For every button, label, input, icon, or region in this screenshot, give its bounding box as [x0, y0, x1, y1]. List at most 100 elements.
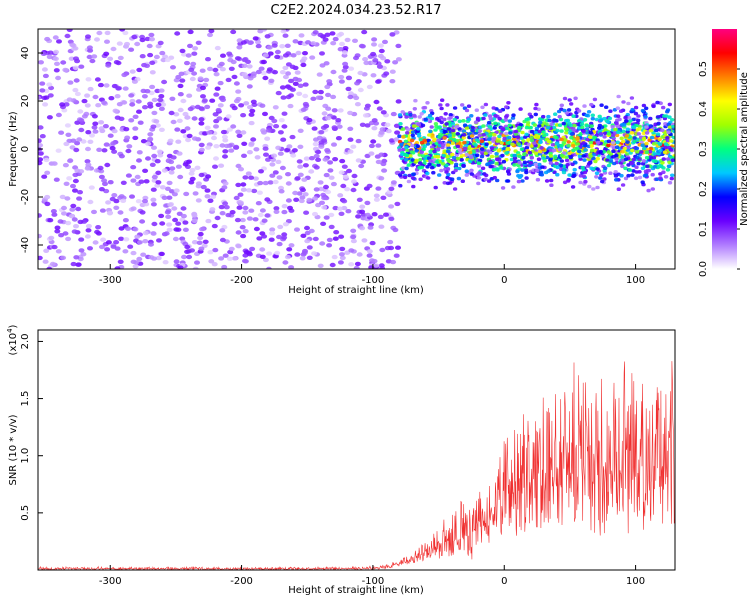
spectrogram-cell [442, 117, 447, 122]
spectrogram-cell [644, 125, 649, 129]
spectrogram-cell [403, 139, 409, 144]
spectrogram-cell [504, 151, 509, 155]
spectrogram-cell [418, 137, 423, 142]
spectrogram-cell [492, 133, 497, 137]
spectrogram-cell [538, 117, 543, 122]
spectrogram-cell [562, 96, 568, 101]
spectrogram-cell [605, 119, 610, 124]
spectrogram-cell [149, 162, 156, 167]
spectrogram-cell [587, 184, 592, 189]
spectrogram-cell [419, 140, 425, 145]
spectrogram-cell [118, 226, 125, 231]
spectrogram-cell [345, 209, 352, 214]
spectrogram-cell [644, 141, 649, 146]
spectrogram-cell [382, 39, 388, 45]
spectrogram-cell [101, 148, 108, 153]
spectrogram-cell [617, 117, 622, 122]
spectrogram-cell [147, 101, 154, 107]
spectrogram-cell [464, 169, 469, 173]
spectrogram-cell [78, 237, 85, 242]
spectrogram-cell [310, 41, 317, 46]
spectrogram-cell [395, 99, 402, 104]
spectrogram-cell [474, 138, 480, 142]
spectrogram-cell [501, 127, 506, 132]
spectrogram-cell [654, 177, 660, 181]
spectrogram-cell [570, 185, 576, 189]
spectrogram-cell [564, 118, 569, 123]
spectrogram-cell [133, 260, 140, 265]
spectrogram-cell [614, 121, 619, 126]
spectrogram-cell [323, 215, 330, 220]
spectrogram-cell [377, 43, 384, 48]
spectrogram-cell [225, 114, 232, 119]
spectrogram-cell [44, 201, 51, 207]
spectrogram-cell [641, 103, 647, 108]
spectrogram-cell [107, 56, 114, 61]
spectrogram-cell [315, 95, 322, 100]
spectrogram-cell [317, 263, 324, 268]
spectrogram-cell [489, 154, 495, 159]
spectrogram-cell [240, 187, 247, 192]
spectrogram-cell [186, 159, 193, 164]
spectrogram-cell [584, 123, 590, 128]
spectrogram-cell [222, 149, 229, 154]
spectrogram-cell [634, 165, 639, 169]
spectrogram-cell [235, 244, 242, 249]
spectrogram-cell [155, 102, 162, 108]
spectrogram-cell [604, 105, 609, 109]
spectrogram-cell [247, 76, 254, 81]
spectrogram-cell [338, 79, 345, 84]
spectrogram-cell [546, 169, 551, 173]
spectrogram-cell [535, 177, 541, 182]
spectrogram-cell [268, 78, 275, 84]
spectrogram-cell [273, 206, 280, 211]
spectrogram-cell [312, 141, 319, 147]
spectrogram-cell [271, 43, 278, 48]
spectrogram-cell [466, 104, 472, 108]
spectrogram-cell [507, 119, 512, 123]
spectrogram-cell [111, 193, 118, 198]
spectrogram-cell [440, 98, 445, 102]
spectrogram-cell [600, 179, 605, 184]
spectrogram-cell [72, 178, 79, 184]
spectrogram-cell [342, 61, 349, 67]
spectrogram-cell [625, 140, 630, 144]
spectrogram-cell [269, 173, 276, 178]
spectrogram-cell [318, 144, 325, 149]
spectrogram-cell [258, 66, 265, 71]
spectrogram-cell [591, 156, 596, 161]
spectrogram-cell [38, 60, 44, 65]
spectrogram-cell [331, 142, 337, 147]
spectrogram-cell [597, 126, 602, 130]
spectrogram-cell [242, 229, 249, 234]
spectrogram-cell [182, 111, 189, 117]
spectrogram-cell [211, 135, 217, 141]
spectrogram-cell [395, 245, 401, 250]
spectrogram-cell [267, 51, 274, 56]
spectrogram-cell [602, 116, 607, 121]
spectrogram-cell [581, 129, 587, 134]
spectrogram-cell [373, 99, 380, 105]
colorbar-tick-label: 0.3 [698, 141, 709, 157]
spectrogram-cell [74, 91, 81, 97]
spectrogram-cell [397, 139, 403, 144]
spectrogram-cell [459, 158, 464, 162]
spectrogram-cell [648, 124, 653, 128]
spectrogram-cell [148, 255, 155, 260]
spectrogram-cell [626, 163, 631, 167]
spectrogram-cell [453, 168, 458, 173]
spectrogram-cell [274, 250, 281, 256]
spectrogram-cell [337, 206, 343, 211]
spectrogram-cell [300, 62, 307, 68]
spectrogram-cell [452, 138, 457, 142]
spectrogram-cell [279, 165, 286, 171]
spectrogram-cell [111, 149, 118, 154]
spectrogram-cell [429, 116, 435, 121]
spectrogram-cell [226, 127, 233, 132]
spectrogram-cell [379, 127, 386, 132]
spectrogram-cell [43, 95, 50, 100]
spectrogram-cell [142, 198, 148, 204]
spectrogram-cell [235, 230, 242, 235]
spectrogram-cell [60, 255, 67, 260]
spectrogram-cell [125, 173, 132, 178]
